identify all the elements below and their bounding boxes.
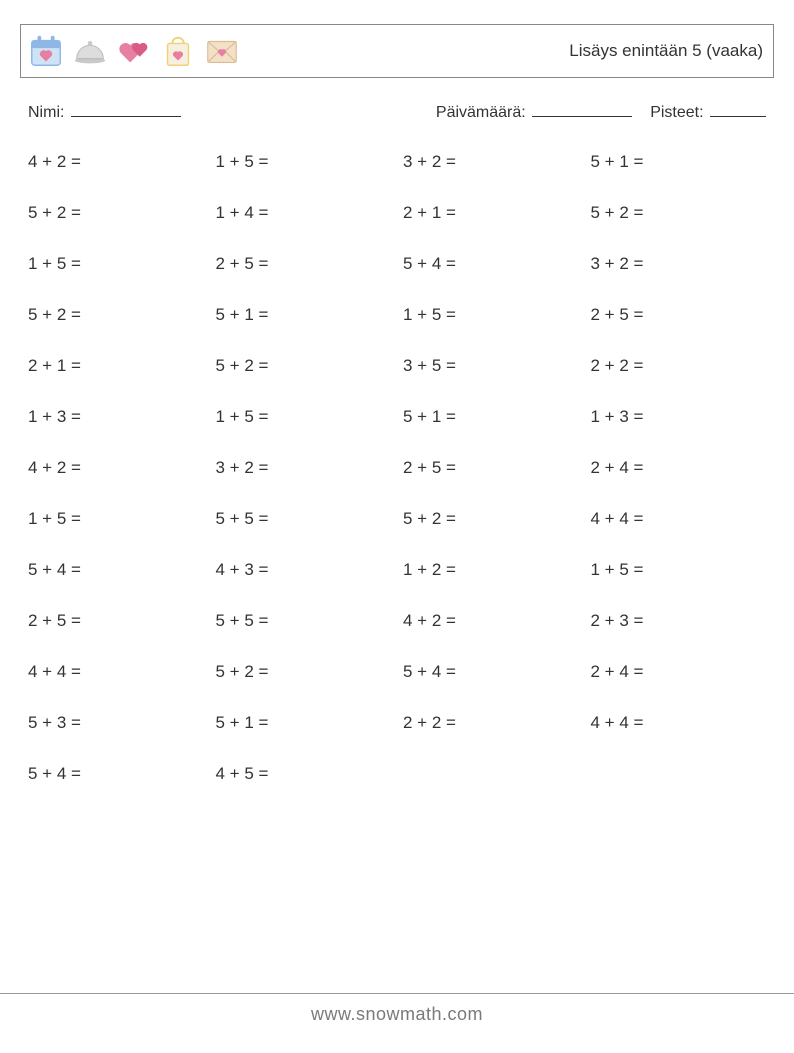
problem-cell: 1 + 5 =: [28, 254, 204, 274]
problem-cell: 2 + 5 =: [216, 254, 392, 274]
name-label-text: Nimi:: [28, 104, 64, 121]
problem-cell: 4 + 4 =: [591, 509, 767, 529]
worksheet-header: Lisäys enintään 5 (vaaka): [20, 24, 774, 78]
problem-cell: 5 + 1 =: [591, 152, 767, 172]
problem-cell: 5 + 5 =: [216, 611, 392, 631]
problem-cell: 4 + 5 =: [216, 764, 392, 784]
problem-cell: 4 + 4 =: [591, 713, 767, 733]
problem-cell: 5 + 1 =: [216, 305, 392, 325]
problem-cell: 1 + 3 =: [28, 407, 204, 427]
hearts-icon: [115, 32, 153, 70]
problem-cell: 2 + 1 =: [403, 203, 579, 223]
problem-cell: 2 + 5 =: [591, 305, 767, 325]
problem-cell: 5 + 4 =: [28, 764, 204, 784]
problem-cell: 1 + 3 =: [591, 407, 767, 427]
score-blank[interactable]: [710, 102, 766, 117]
score-label: Pisteet:: [650, 102, 766, 122]
problem-cell: 3 + 2 =: [403, 152, 579, 172]
problem-cell: 2 + 2 =: [403, 713, 579, 733]
header-icon-row: [27, 32, 241, 70]
problem-cell: 1 + 2 =: [403, 560, 579, 580]
date-blank[interactable]: [532, 102, 632, 117]
problem-cell: 1 + 5 =: [216, 152, 392, 172]
worksheet-title: Lisäys enintään 5 (vaaka): [569, 41, 763, 61]
problem-cell: 1 + 5 =: [591, 560, 767, 580]
problem-cell: 5 + 2 =: [28, 203, 204, 223]
problem-cell: 5 + 2 =: [216, 662, 392, 682]
info-spacer: [181, 102, 436, 122]
problem-cell: 3 + 2 =: [216, 458, 392, 478]
problem-cell: [591, 764, 767, 784]
problem-cell: 5 + 2 =: [28, 305, 204, 325]
problem-cell: 5 + 4 =: [403, 254, 579, 274]
problem-cell: 1 + 5 =: [216, 407, 392, 427]
problem-cell: 5 + 1 =: [403, 407, 579, 427]
problem-cell: 5 + 2 =: [591, 203, 767, 223]
problem-cell: 2 + 3 =: [591, 611, 767, 631]
problem-cell: 2 + 4 =: [591, 458, 767, 478]
score-label-text: Pisteet:: [650, 104, 703, 121]
problem-cell: 2 + 1 =: [28, 356, 204, 376]
page-footer: www.snowmath.com: [0, 993, 794, 1025]
problem-cell: 1 + 4 =: [216, 203, 392, 223]
problem-cell: 2 + 2 =: [591, 356, 767, 376]
problem-cell: 1 + 5 =: [403, 305, 579, 325]
problem-cell: 3 + 5 =: [403, 356, 579, 376]
problem-cell: 4 + 4 =: [28, 662, 204, 682]
problem-cell: 1 + 5 =: [28, 509, 204, 529]
info-row: Nimi: Päivämäärä: Pisteet:: [28, 102, 766, 122]
calendar-heart-icon: [27, 32, 65, 70]
problem-cell: 5 + 4 =: [403, 662, 579, 682]
problem-cell: 4 + 2 =: [403, 611, 579, 631]
problem-cell: 4 + 2 =: [28, 458, 204, 478]
problem-cell: 2 + 5 =: [28, 611, 204, 631]
shopping-bag-heart-icon: [159, 32, 197, 70]
problem-cell: 5 + 1 =: [216, 713, 392, 733]
problem-cell: 2 + 5 =: [403, 458, 579, 478]
date-label: Päivämäärä:: [436, 102, 632, 122]
problem-cell: 5 + 4 =: [28, 560, 204, 580]
cloche-icon: [71, 32, 109, 70]
problem-cell: 5 + 3 =: [28, 713, 204, 733]
problem-cell: 2 + 4 =: [591, 662, 767, 682]
problem-cell: 5 + 5 =: [216, 509, 392, 529]
problem-cell: 3 + 2 =: [591, 254, 767, 274]
problem-cell: 4 + 2 =: [28, 152, 204, 172]
envelope-heart-icon: [203, 32, 241, 70]
footer-link[interactable]: www.snowmath.com: [311, 1004, 483, 1024]
problem-cell: 4 + 3 =: [216, 560, 392, 580]
problem-cell: 5 + 2 =: [403, 509, 579, 529]
name-blank[interactable]: [71, 102, 181, 117]
problem-cell: [403, 764, 579, 784]
problem-cell: 5 + 2 =: [216, 356, 392, 376]
name-label: Nimi:: [28, 102, 181, 122]
problem-grid: 4 + 2 = 1 + 5 = 3 + 2 = 5 + 1 = 5 + 2 = 1 + 4…: [28, 152, 766, 784]
date-label-text: Päivämäärä:: [436, 104, 526, 121]
